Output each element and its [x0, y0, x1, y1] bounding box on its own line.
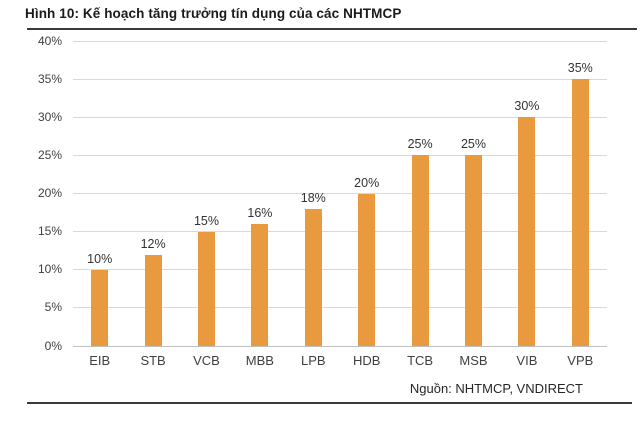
bar-mbb — [251, 224, 269, 346]
gridline — [73, 116, 607, 118]
x-tick-label-lpb: LPB — [301, 353, 326, 368]
bar-stb — [144, 254, 162, 346]
data-label-vpb: 35% — [567, 61, 593, 76]
title-divider — [27, 28, 637, 30]
data-label-tcb: 25% — [407, 137, 433, 152]
data-label-mbb: 16% — [247, 206, 273, 220]
bar-vpb — [571, 79, 589, 346]
x-tick-label-vcb: VCB — [193, 353, 220, 368]
bottom-divider — [27, 402, 632, 404]
y-tick-label: 15% — [37, 224, 62, 239]
x-tick-label-hdb: HDB — [352, 353, 381, 368]
source-note: Nguồn: NHTMCP, VNDIRECT — [409, 381, 583, 396]
bar-hdb — [358, 193, 376, 346]
y-tick-label: 20% — [37, 186, 62, 200]
bar-vib — [518, 117, 536, 346]
x-tick-label-vib: VIB — [516, 353, 538, 368]
data-label-vib: 30% — [514, 99, 540, 114]
x-tick-label-msb: MSB — [459, 353, 488, 368]
x-tick-label-eib: EIB — [89, 353, 111, 368]
y-tick-label: 35% — [37, 71, 62, 86]
gridline — [73, 269, 607, 271]
gridline — [73, 40, 607, 42]
data-label-stb: 12% — [140, 236, 166, 251]
bar-tcb — [411, 155, 429, 346]
bar-eib — [91, 269, 109, 346]
x-tick-label-tcb: TCB — [407, 353, 434, 368]
y-tick-label: 30% — [37, 109, 62, 124]
gridline — [73, 193, 607, 194]
y-tick-label: 10% — [37, 262, 62, 277]
gridline — [73, 154, 607, 156]
bar-vcb — [198, 231, 215, 346]
x-tick-label-mbb: MBB — [245, 353, 274, 368]
x-tick-label-stb: STB — [140, 353, 166, 368]
x-tick-label-vpb: VPB — [567, 353, 594, 368]
bar-chart: 0% 5% 10% 15% 20% 25% 30% 35% 40% 10% EIB 12% STB 15%… — [0, 30, 640, 375]
data-label-vcb: 15% — [193, 213, 220, 228]
y-tick-label: 40% — [37, 33, 62, 48]
y-tick-label: 25% — [37, 147, 62, 162]
data-label-lpb: 18% — [300, 190, 326, 205]
data-label-hdb: 20% — [354, 175, 380, 190]
gridline — [73, 307, 607, 309]
x-axis-line — [73, 345, 607, 347]
bar-lpb — [304, 208, 322, 346]
data-label-eib: 10% — [87, 251, 113, 266]
figure-title: Hình 10: Kế hoạch tăng trưởng tín dụng c… — [25, 6, 402, 21]
bar-msb — [465, 155, 482, 346]
gridline — [73, 78, 607, 80]
y-tick-label: 0% — [44, 338, 62, 353]
gridline — [73, 231, 607, 233]
data-label-msb: 25% — [460, 137, 487, 152]
y-tick-label: 5% — [44, 300, 62, 315]
